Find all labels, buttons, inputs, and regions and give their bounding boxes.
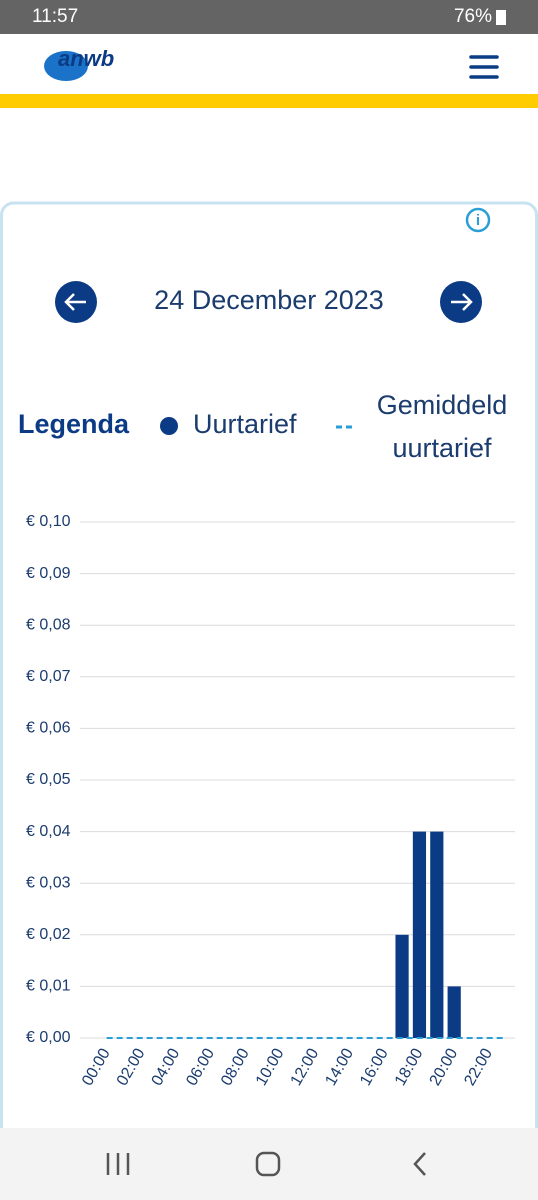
bar [447, 986, 461, 1038]
y-tick-label: € 0,01 [26, 978, 71, 995]
nav-bar [0, 1128, 538, 1200]
header-stripe [0, 94, 538, 108]
legend-title: Legenda [18, 409, 130, 439]
legend-entry: Gemiddeld uurtarief [376, 390, 508, 463]
status-bar [0, 0, 538, 34]
bar [412, 831, 427, 1038]
bar [395, 934, 409, 1038]
bar [430, 831, 444, 1038]
y-tick-label: € 0,02 [26, 926, 71, 943]
next-button[interactable] [440, 281, 482, 323]
y-tick-label: € 0,08 [26, 616, 71, 633]
legend-entry: Uurtarief [193, 409, 297, 439]
logo-globe [44, 51, 88, 81]
y-tick-label: € 0,03 [26, 874, 71, 891]
nav-buttons[interactable] [106, 1151, 426, 1177]
prev-button[interactable] [55, 281, 97, 323]
y-tick-label: € 0,00 [26, 1029, 71, 1046]
menu-button[interactable] [469, 55, 499, 79]
svg-text:i: i [476, 212, 480, 229]
y-tick-label: € 0,07 [26, 668, 71, 685]
battery-icon [496, 10, 506, 25]
info-button[interactable]: i [465, 207, 491, 233]
header [0, 34, 538, 94]
status-time: 11:57 [32, 6, 78, 27]
y-tick-label: € 0,10 [26, 513, 71, 530]
status-battery: 76% [454, 6, 492, 27]
logo: anwb [58, 46, 114, 71]
y-tick-label: € 0,09 [26, 565, 71, 582]
y-tick-label: € 0,05 [26, 771, 71, 788]
legend-marker [160, 417, 178, 435]
y-tick-label: € 0,04 [26, 823, 71, 840]
date: 24 December 2023 [154, 285, 384, 315]
y-tick-label: € 0,06 [26, 720, 71, 737]
